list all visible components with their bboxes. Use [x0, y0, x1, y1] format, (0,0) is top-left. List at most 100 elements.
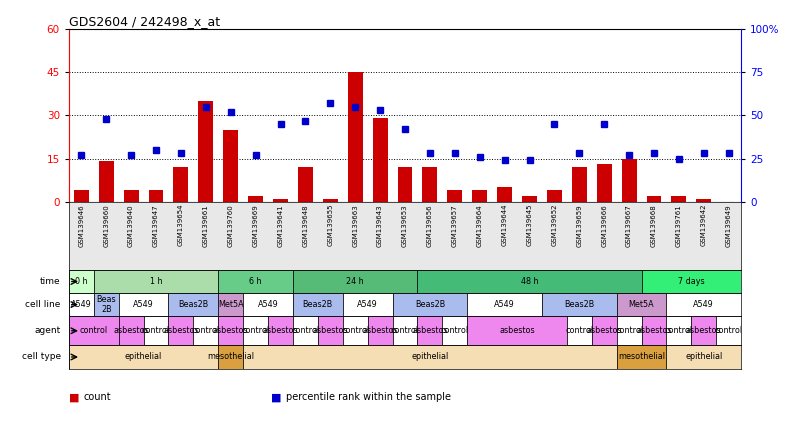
Bar [442, 316, 467, 345]
Bar [243, 293, 293, 316]
Text: control: control [391, 326, 419, 335]
Text: GSM139666: GSM139666 [601, 204, 608, 246]
Text: GSM139657: GSM139657 [452, 204, 458, 246]
Bar [94, 293, 118, 316]
Text: GSM139647: GSM139647 [153, 204, 159, 246]
Text: Beas2B: Beas2B [415, 300, 445, 309]
Text: asbestos: asbestos [163, 326, 198, 335]
Text: Beas2B: Beas2B [565, 300, 595, 309]
Text: A549: A549 [133, 300, 154, 309]
Text: GSM139641: GSM139641 [278, 204, 284, 246]
Bar [667, 345, 741, 369]
Bar [69, 316, 118, 345]
Bar [323, 199, 338, 202]
Bar [522, 196, 537, 202]
Text: GSM139644: GSM139644 [501, 204, 508, 246]
Bar [248, 196, 263, 202]
Text: GSM139646: GSM139646 [79, 204, 84, 246]
Text: GSM139652: GSM139652 [552, 204, 557, 246]
Bar [716, 316, 741, 345]
Text: cell line: cell line [25, 300, 61, 309]
Text: Beas2B: Beas2B [303, 300, 333, 309]
Bar [74, 190, 89, 202]
Bar [667, 316, 692, 345]
Bar [69, 270, 94, 293]
Bar [148, 190, 164, 202]
Text: percentile rank within the sample: percentile rank within the sample [286, 392, 451, 402]
Text: control: control [615, 326, 643, 335]
Bar [94, 270, 218, 293]
Text: A549: A549 [494, 300, 515, 309]
Bar [616, 345, 667, 369]
Text: time: time [40, 277, 61, 286]
Text: asbestos: asbestos [213, 326, 249, 335]
Text: 7 days: 7 days [678, 277, 705, 286]
Text: cell type: cell type [22, 353, 61, 361]
Bar [621, 159, 637, 202]
Bar [547, 190, 562, 202]
Bar [393, 293, 467, 316]
Text: GSM139668: GSM139668 [651, 204, 657, 246]
Text: count: count [83, 392, 111, 402]
Text: GSM139645: GSM139645 [526, 204, 532, 246]
Bar [417, 270, 642, 293]
Text: epithelial: epithelial [685, 353, 723, 361]
Text: Beas2B: Beas2B [178, 300, 208, 309]
Bar [224, 130, 238, 202]
Bar [168, 316, 194, 345]
Bar [298, 167, 313, 202]
Bar [243, 316, 268, 345]
Text: control: control [142, 326, 170, 335]
Text: Met5A: Met5A [629, 300, 654, 309]
Bar [293, 293, 343, 316]
Bar [69, 293, 94, 316]
Text: A549: A549 [71, 300, 92, 309]
Bar [697, 199, 711, 202]
Text: GSM139761: GSM139761 [676, 204, 682, 246]
Text: asbestos: asbestos [686, 326, 722, 335]
Bar [398, 167, 412, 202]
Text: GSM139669: GSM139669 [253, 204, 258, 246]
Bar [597, 164, 612, 202]
Bar [671, 196, 686, 202]
Bar [692, 316, 716, 345]
Bar [497, 187, 512, 202]
Bar [218, 345, 243, 369]
Text: control: control [441, 326, 469, 335]
Bar [218, 293, 243, 316]
Text: 24 h: 24 h [347, 277, 364, 286]
Bar [124, 190, 139, 202]
Text: A549: A549 [693, 300, 714, 309]
Text: control: control [192, 326, 220, 335]
Bar [616, 316, 642, 345]
Bar [417, 316, 442, 345]
Bar [447, 190, 463, 202]
Bar [143, 316, 168, 345]
Text: GSM139760: GSM139760 [228, 204, 234, 246]
Text: mesothelial: mesothelial [207, 353, 254, 361]
Bar [198, 101, 213, 202]
Bar [642, 270, 741, 293]
Text: control: control [665, 326, 693, 335]
Text: 0 h: 0 h [75, 277, 87, 286]
Text: 1 h: 1 h [150, 277, 162, 286]
Bar [347, 72, 363, 202]
Text: agent: agent [35, 326, 61, 335]
Text: asbestos: asbestos [362, 326, 398, 335]
Bar [118, 293, 168, 316]
Bar [467, 293, 542, 316]
Bar [318, 316, 343, 345]
Text: GSM139653: GSM139653 [402, 204, 408, 246]
Bar [343, 316, 368, 345]
Bar [616, 293, 667, 316]
Text: ■: ■ [271, 392, 282, 402]
Bar [118, 316, 143, 345]
Text: GSM139649: GSM139649 [726, 204, 731, 246]
Bar [173, 167, 189, 202]
Bar [194, 316, 218, 345]
Text: asbestos: asbestos [636, 326, 671, 335]
Bar [646, 196, 662, 202]
Text: asbestos: asbestos [113, 326, 149, 335]
Bar [218, 270, 293, 293]
Bar [373, 118, 387, 202]
